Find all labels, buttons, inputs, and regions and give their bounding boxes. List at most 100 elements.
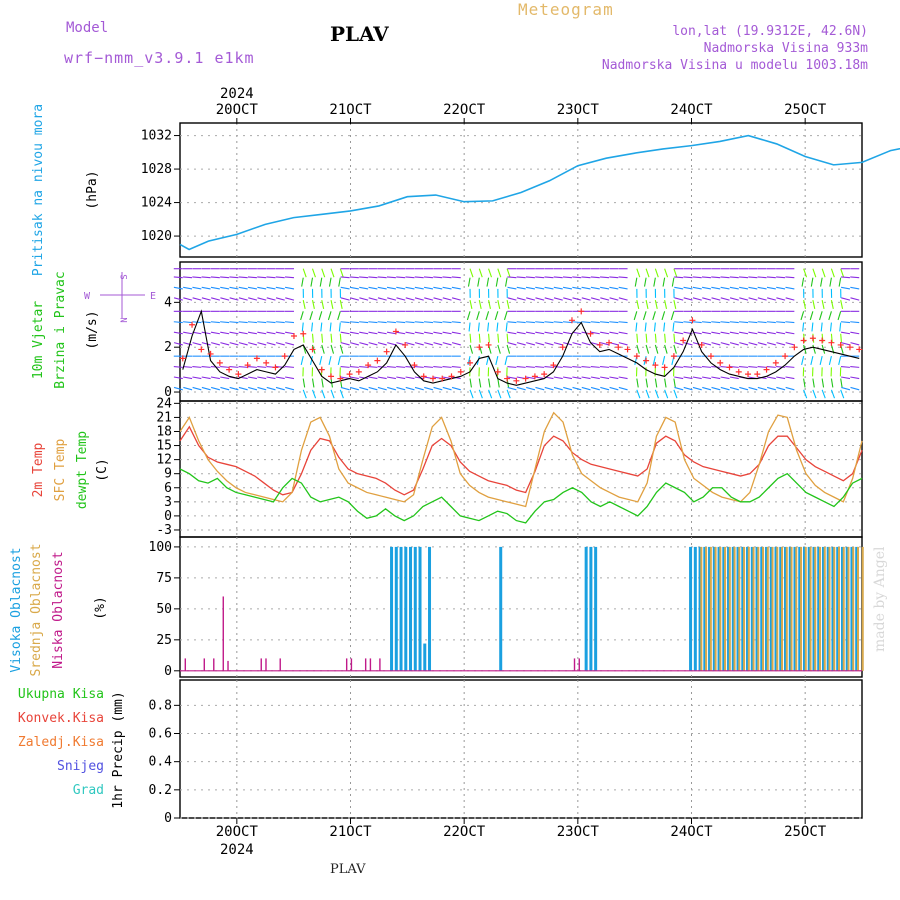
wind-barb bbox=[701, 321, 712, 324]
wind-ytick-label: 4 bbox=[164, 295, 172, 310]
gust-point bbox=[809, 335, 816, 342]
wind-barb bbox=[840, 268, 845, 278]
wind-barb bbox=[451, 297, 461, 301]
wind-barb bbox=[828, 356, 832, 366]
wind-barb bbox=[504, 277, 508, 287]
wind-speed-line bbox=[182, 309, 860, 386]
cloud-bar bbox=[755, 546, 759, 671]
wind-barb bbox=[572, 331, 582, 335]
cloud-bar bbox=[399, 546, 403, 671]
wind-barb bbox=[173, 386, 183, 391]
wind-barb bbox=[563, 297, 573, 301]
wind-barb bbox=[553, 297, 563, 301]
wind-barb bbox=[433, 276, 443, 279]
wind-barb bbox=[683, 376, 693, 380]
wind-barb bbox=[600, 297, 610, 301]
cloud-bar bbox=[724, 546, 727, 671]
gust-point bbox=[476, 344, 483, 351]
wind-barb bbox=[338, 277, 341, 287]
wind-barb bbox=[496, 322, 499, 332]
wind-barb bbox=[238, 286, 248, 290]
wind-barb bbox=[405, 366, 415, 368]
wind-barb bbox=[495, 356, 499, 366]
wind-barb bbox=[247, 366, 257, 368]
wind-barb bbox=[183, 386, 193, 391]
wind-barb bbox=[563, 331, 573, 335]
wind-barb bbox=[526, 297, 536, 301]
wind-barb bbox=[405, 331, 415, 335]
wind-barb bbox=[405, 376, 415, 380]
wind-barb bbox=[183, 276, 193, 279]
wind-barb bbox=[812, 389, 817, 399]
wind-barb bbox=[275, 386, 285, 391]
wind-barb bbox=[405, 286, 415, 290]
wind-barb bbox=[766, 331, 776, 335]
credit-text: made by Angel bbox=[872, 546, 888, 653]
temperature-frame bbox=[179, 400, 863, 538]
wind-barb bbox=[359, 276, 369, 279]
top-date-label: 20OCT bbox=[216, 102, 259, 118]
wind-barb bbox=[653, 322, 656, 332]
pressure-ylabel: Pritisak na nivou mora bbox=[31, 104, 46, 276]
wind-barb bbox=[201, 376, 211, 380]
wind-barb bbox=[516, 366, 526, 368]
wind-barb bbox=[562, 366, 573, 368]
wind-barb bbox=[210, 286, 220, 290]
cloud-bar bbox=[709, 546, 712, 671]
cloud-bar bbox=[861, 546, 864, 671]
wind-barb bbox=[284, 321, 295, 324]
wind-barb bbox=[729, 321, 739, 324]
cloud-bar bbox=[743, 546, 746, 671]
wind-barb bbox=[553, 276, 563, 279]
wind-barb bbox=[340, 297, 350, 301]
cloud-bar bbox=[265, 658, 267, 671]
wind-barb bbox=[535, 376, 545, 380]
wind-barb bbox=[405, 386, 415, 391]
pressure-frame bbox=[179, 122, 863, 258]
wind-barb bbox=[466, 311, 471, 321]
wind-barb bbox=[442, 376, 452, 380]
gust-point bbox=[680, 337, 687, 344]
cloud-bar bbox=[828, 546, 831, 671]
wind-barb bbox=[581, 286, 591, 290]
wind-barb bbox=[433, 297, 443, 301]
wind-barb bbox=[590, 376, 600, 380]
gust-point bbox=[244, 362, 251, 369]
wind-frame bbox=[179, 261, 863, 402]
wind-barb bbox=[467, 277, 471, 287]
wind-barb bbox=[711, 342, 721, 346]
cloud-bar bbox=[776, 546, 779, 671]
wind-barb bbox=[729, 386, 739, 391]
wind-barb bbox=[840, 331, 851, 335]
precip-legend-3: Zaledj.Kisa bbox=[18, 735, 104, 750]
wind-barb bbox=[478, 299, 482, 310]
wind-barb bbox=[229, 331, 239, 335]
wind-barb bbox=[800, 311, 805, 321]
gust-point bbox=[207, 350, 214, 357]
wind-barb bbox=[183, 297, 193, 301]
gust-point bbox=[226, 366, 233, 373]
wind-barb bbox=[302, 299, 306, 310]
wind-barb bbox=[183, 376, 193, 380]
wind-barb bbox=[340, 342, 350, 346]
wind-barb bbox=[486, 356, 490, 366]
wind-barb bbox=[664, 389, 669, 399]
wind-barb bbox=[544, 321, 554, 324]
wind-barb bbox=[405, 342, 415, 346]
wind-barb bbox=[330, 333, 333, 343]
wind-barb bbox=[285, 386, 295, 391]
top-date-label: 22OCT bbox=[443, 102, 486, 118]
wind-barb bbox=[535, 297, 545, 301]
wind-barb bbox=[414, 297, 424, 301]
wind-barb bbox=[442, 297, 452, 301]
wind-barb bbox=[340, 321, 350, 324]
wind-barb bbox=[803, 378, 806, 388]
wind-barb bbox=[201, 342, 211, 346]
cloud-bar bbox=[260, 658, 262, 671]
gust-point bbox=[819, 337, 826, 344]
wind-barb bbox=[311, 299, 315, 310]
wind-barb bbox=[748, 386, 758, 391]
wind-barb bbox=[572, 297, 582, 301]
wind-barb bbox=[414, 342, 424, 346]
cloud-bar bbox=[714, 546, 717, 671]
